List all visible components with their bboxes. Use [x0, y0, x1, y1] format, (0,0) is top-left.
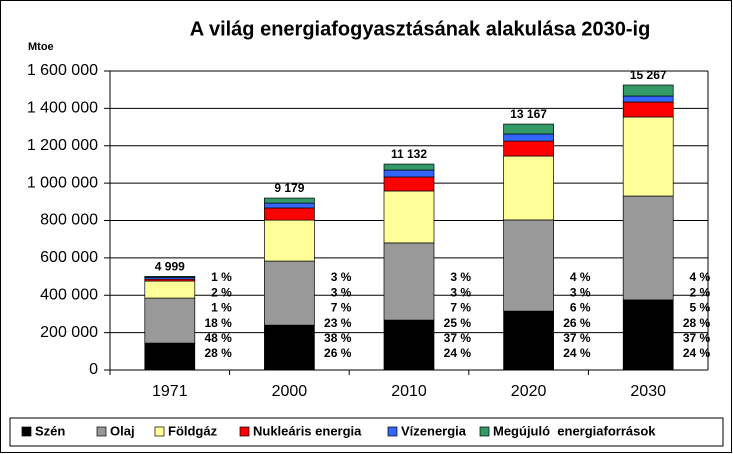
share-label: 28 % — [683, 316, 711, 330]
bar-segment — [264, 260, 315, 326]
legend-swatch — [154, 426, 165, 437]
share-label: 3 % — [450, 285, 471, 299]
share-label: 38 % — [324, 331, 352, 345]
bar-segment — [264, 219, 315, 262]
chart-title: A világ energiafogyasztásának alakulása … — [190, 18, 651, 40]
bar-segment — [383, 169, 435, 178]
share-label: 2 % — [211, 285, 232, 299]
bar-segment — [503, 155, 554, 221]
legend-box — [9, 417, 724, 447]
bar-segment — [622, 101, 674, 118]
share-label: 18 % — [204, 316, 232, 330]
legend-swatch — [96, 426, 107, 437]
legend-swatch — [387, 426, 398, 437]
total-label: 4 999 — [155, 260, 185, 274]
bar-segment — [144, 342, 196, 371]
bar-segment — [264, 202, 315, 209]
bar-segment — [144, 276, 196, 278]
y-axis-label: Mtoe — [28, 41, 54, 53]
share-label: 25 % — [444, 316, 472, 330]
x-tick-label: 2030 — [630, 383, 666, 400]
share-label: 1 % — [211, 270, 232, 284]
share-label: 3 % — [331, 285, 352, 299]
share-label: 37 % — [683, 331, 711, 345]
bar-segment — [383, 319, 435, 371]
legend-label: Szén — [35, 423, 65, 438]
bar-segment — [503, 219, 554, 312]
legend-label: Megújuló energiaforrások — [493, 423, 656, 438]
y-tick-label: 600 000 — [40, 249, 98, 266]
x-tick-label: 1971 — [152, 383, 188, 400]
share-label: 28 % — [204, 346, 232, 360]
share-label: 1 % — [211, 301, 232, 315]
legend-label: Földgáz — [168, 423, 218, 438]
legend-label: Olaj — [110, 423, 135, 438]
bar-segment — [622, 299, 674, 371]
bar-segment — [503, 133, 554, 142]
legend-label: Vízenergia — [401, 423, 467, 438]
share-label: 2 % — [690, 285, 711, 299]
y-tick-label: 800 000 — [40, 212, 98, 229]
share-label: 26 % — [563, 316, 591, 330]
share-label: 7 % — [450, 301, 471, 315]
share-label: 6 % — [570, 301, 591, 315]
share-label: 24 % — [683, 346, 711, 360]
share-label: 48 % — [204, 331, 232, 345]
share-label: 37 % — [563, 331, 591, 345]
bar-segment — [503, 123, 554, 135]
total-label: 15 267 — [630, 68, 667, 82]
bar-segment — [264, 197, 315, 204]
bar-segment — [622, 195, 674, 301]
share-label: 7 % — [331, 301, 352, 315]
bar-segment — [383, 242, 435, 321]
bar-segment — [383, 190, 435, 244]
bar-segment — [144, 280, 196, 299]
share-label: 5 % — [690, 301, 711, 315]
y-tick-label: 400 000 — [40, 286, 98, 303]
share-label: 37 % — [444, 331, 472, 345]
bar-segment — [622, 116, 674, 197]
bar-segment — [622, 84, 674, 97]
share-label: 4 % — [690, 270, 711, 284]
share-label: 4 % — [570, 270, 591, 284]
bar-segment — [383, 176, 435, 192]
x-tick-label: 2020 — [511, 383, 547, 400]
share-label: 26 % — [324, 346, 352, 360]
y-tick-label: 1 600 000 — [27, 62, 98, 79]
share-label: 24 % — [444, 346, 472, 360]
x-tick-label: 2000 — [272, 383, 308, 400]
bar-segment — [264, 207, 315, 221]
bar-segment — [503, 310, 554, 371]
share-label: 24 % — [563, 346, 591, 360]
y-tick-label: 1 200 000 — [27, 137, 98, 154]
total-label: 11 132 — [391, 147, 427, 161]
share-label: 3 % — [331, 270, 352, 284]
y-tick-label: 1 400 000 — [27, 100, 98, 117]
total-label: 13 167 — [510, 107, 547, 121]
legend-label: Nukleáris energia — [253, 423, 362, 438]
bar-segment — [622, 95, 674, 103]
share-label: 23 % — [324, 316, 352, 330]
total-label: 9 179 — [274, 181, 304, 195]
share-label: 3 % — [450, 270, 471, 284]
share-label: 3 % — [570, 285, 591, 299]
y-tick-label: 1 000 000 — [27, 174, 98, 191]
legend-swatch — [239, 426, 250, 437]
x-tick-label: 2010 — [391, 383, 427, 400]
legend-swatch — [479, 426, 490, 437]
bar-segment — [503, 140, 554, 157]
legend-swatch — [21, 426, 32, 437]
bar-segment — [264, 324, 315, 371]
y-tick-label: 0 — [89, 361, 98, 378]
y-tick-label: 200 000 — [40, 324, 98, 341]
bar-segment — [144, 297, 196, 344]
bar-segment — [383, 163, 435, 171]
